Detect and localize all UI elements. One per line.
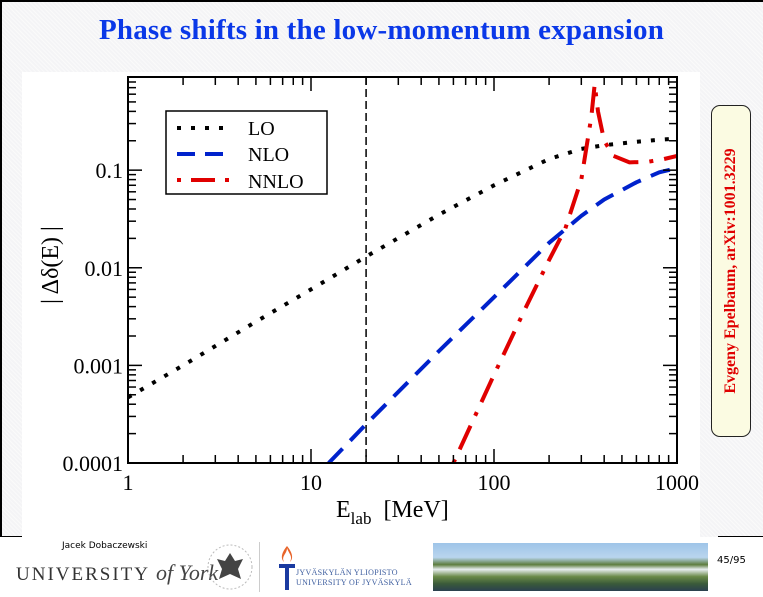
- x-axis-label-sub: lab: [351, 509, 372, 528]
- x-tick-label: 1000: [655, 470, 699, 495]
- x-axis-label: Elab [MeV]: [336, 497, 449, 528]
- tick-labels-group: 1 10 100 1000 0.0001 0.001 0.01 0.1: [63, 158, 700, 495]
- legend: LO NLO NNLO: [165, 110, 328, 195]
- axis-ticks-group: [127, 76, 678, 464]
- slide-frame-left: [0, 0, 2, 537]
- y-tick-label: 0.0001: [63, 451, 124, 476]
- legend-label-lo: LO: [248, 118, 275, 140]
- legend-label-nlo: NLO: [248, 144, 289, 166]
- legend-label-nnlo: NNLO: [248, 171, 304, 193]
- y-tick-label: 0.01: [85, 256, 124, 281]
- y-tick-label: 0.001: [74, 353, 124, 378]
- plot-frame: [127, 76, 678, 464]
- x-axis-label-unit: [MeV]: [383, 497, 448, 523]
- series-line-nnlo: [451, 82, 677, 463]
- page-number: 45/95: [717, 555, 746, 566]
- university-of-york-logo: UNIVERSITY of York: [16, 560, 218, 586]
- slide-frame-top: [0, 0, 763, 2]
- jyvaskyla-logo-text: JYVÄSKYLÄN YLIOPISTO UNIVERSITY OF JYVÄS…: [296, 568, 412, 588]
- presenter-name: Jacek Dobaczewski: [62, 541, 148, 551]
- x-tick-label: 100: [478, 470, 511, 495]
- york-logo-text: UNIVERSITY: [16, 564, 150, 585]
- x-axis-label-main: E: [336, 497, 351, 523]
- campus-bridge-photo: [433, 543, 708, 591]
- y-axis-label: | Δδ(E) |: [38, 226, 64, 304]
- jyvaskyla-line-1: JYVÄSKYLÄN YLIOPISTO: [296, 568, 398, 577]
- university-of-jyvaskyla-logo: [279, 546, 295, 590]
- series-line-nlo: [327, 166, 677, 463]
- slide-title: Phase shifts in the low-momentum expansi…: [98, 14, 665, 46]
- x-tick-label: 1: [123, 470, 134, 495]
- y-tick-label: 0.1: [96, 158, 124, 183]
- university-of-warsaw-logo: [207, 544, 253, 590]
- attribution-box: Evgeny Epelbaum, arXiv:1001.3229: [711, 105, 751, 437]
- slide-frame-bottom-right: [718, 536, 763, 537]
- chart-series-group: [128, 77, 677, 463]
- series-line-lo: [128, 136, 677, 400]
- footer-divider: [259, 542, 260, 592]
- x-tick-label: 10: [300, 470, 322, 495]
- york-logo-italic: of York: [156, 560, 219, 585]
- slide-frame-bottom-left: [0, 536, 23, 537]
- attribution-text: Evgeny Epelbaum, arXiv:1001.3229: [722, 148, 739, 394]
- jyvaskyla-line-2: UNIVERSITY OF JYVÄSKYLÄ: [296, 578, 412, 587]
